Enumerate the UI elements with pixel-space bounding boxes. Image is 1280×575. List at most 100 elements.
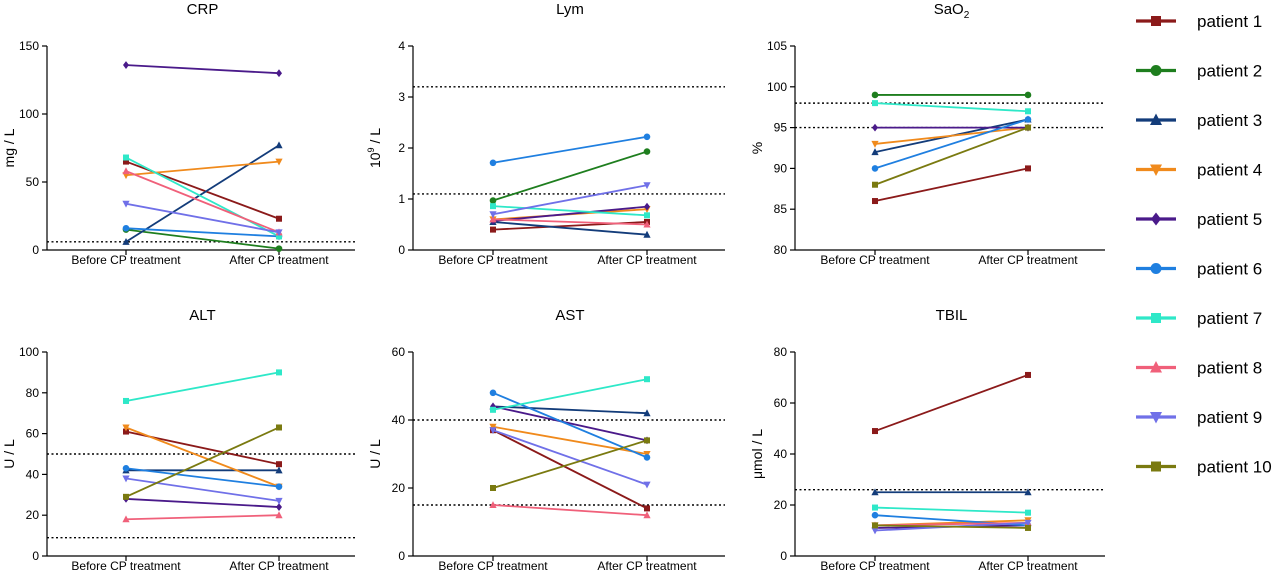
legend-item-patient-7: patient 7 — [1136, 309, 1262, 328]
series-line — [492, 378, 648, 411]
data-point — [123, 493, 129, 500]
data-point — [123, 154, 129, 161]
panel-lym: Lym 0 1 2 3 4 Before CP treatment After CP trea… — [366, 1, 725, 267]
series-line — [874, 506, 1029, 514]
data-point — [122, 224, 130, 232]
y-tick-label: 40 — [26, 467, 40, 481]
series-line — [874, 126, 1029, 186]
data-point — [1024, 488, 1032, 496]
y-axis-label: U / L — [1, 439, 17, 469]
data-point — [489, 501, 497, 508]
y-tick-label: 1 — [398, 192, 405, 206]
data-point — [643, 148, 651, 155]
y-tick-label: 40 — [774, 447, 788, 461]
y-axis-label: mg / L — [1, 128, 17, 167]
data-point — [275, 483, 283, 490]
x-tick-label: After CP treatment — [597, 253, 697, 267]
legend-item-patient-2: patient 2 — [1136, 62, 1262, 81]
data-point — [489, 159, 497, 167]
y-tick-label: 80 — [26, 386, 40, 400]
x-tick-label: After CP treatment — [978, 559, 1078, 573]
series-line — [125, 228, 280, 250]
series-line — [125, 64, 280, 75]
series-patient-8 — [489, 501, 651, 519]
series-line — [125, 514, 280, 521]
data-point — [276, 215, 282, 222]
legend-item-patient-9: patient 9 — [1136, 408, 1262, 427]
data-point — [1025, 371, 1031, 378]
y-axis-label-base: 10 — [367, 152, 383, 168]
data-point — [122, 464, 130, 472]
data-point — [1025, 165, 1031, 172]
data-point — [872, 181, 878, 188]
data-point — [871, 511, 879, 519]
data-point — [275, 466, 283, 474]
data-point — [1024, 116, 1032, 123]
data-point — [275, 497, 283, 505]
data-point — [489, 427, 497, 435]
legend-marker-icon — [1150, 263, 1162, 274]
data-point — [489, 215, 497, 223]
y-tick-label: 60 — [392, 345, 406, 359]
series-patient-10 — [123, 424, 282, 500]
series-patient-3 — [871, 488, 1032, 496]
data-point — [871, 140, 879, 148]
y-tick-label: 100 — [767, 80, 787, 94]
series-patient-10 — [872, 522, 1031, 531]
series-patient-10 — [872, 124, 1031, 188]
x-tick-label: After CP treatment — [597, 559, 697, 573]
data-point — [490, 203, 496, 210]
series-patient-7 — [490, 203, 650, 219]
y-tick-label: 40 — [392, 413, 406, 427]
legend-label: patient 1 — [1197, 12, 1262, 31]
legend-item-patient-4: patient 4 — [1136, 161, 1262, 180]
data-point — [644, 212, 650, 219]
legend-item-patient-3: patient 3 — [1136, 111, 1262, 130]
legend-item-patient-1: patient 1 — [1136, 12, 1262, 31]
data-point — [643, 220, 651, 228]
data-point — [1025, 124, 1031, 131]
data-point — [490, 485, 496, 491]
series-line — [125, 497, 280, 508]
data-point — [490, 406, 496, 413]
legend: patient 1 patient 2 patient 3 patient 4 pati… — [1136, 12, 1272, 477]
data-point — [871, 488, 879, 496]
data-point — [276, 503, 282, 511]
y-tick-label: 95 — [774, 121, 788, 135]
series-line — [492, 439, 648, 489]
y-tick-label: 0 — [32, 549, 39, 563]
data-point — [122, 515, 130, 523]
y-tick-label: 60 — [774, 396, 788, 410]
series-patient-7 — [123, 154, 282, 240]
legend-label: patient 3 — [1197, 111, 1262, 130]
data-point — [1025, 108, 1031, 115]
y-tick-label: 0 — [398, 549, 405, 563]
data-point — [643, 454, 651, 461]
y-axis-label-superscript: 9 — [366, 147, 376, 152]
chart-title-subscript: 2 — [964, 10, 970, 21]
y-tick-label: 60 — [26, 427, 40, 441]
data-point — [123, 428, 129, 435]
y-axis-label: % — [749, 142, 765, 154]
series-line — [125, 144, 280, 243]
data-point — [276, 69, 282, 78]
series-line — [492, 205, 648, 222]
data-point — [489, 389, 497, 397]
series-line — [874, 524, 1029, 529]
data-point — [276, 461, 282, 468]
legend-marker-icon — [1150, 164, 1162, 176]
data-point — [872, 198, 878, 205]
data-point — [489, 211, 497, 219]
data-point — [275, 158, 283, 166]
legend-marker-icon — [1151, 313, 1161, 323]
data-point — [871, 91, 879, 99]
data-point — [489, 197, 497, 204]
series-patient-1 — [872, 371, 1031, 435]
y-tick-label: 150 — [19, 39, 39, 53]
series-patient-6 — [122, 464, 283, 490]
series-patient-1 — [490, 218, 650, 233]
series-patient-3 — [489, 402, 651, 417]
series-line — [125, 170, 280, 234]
data-point — [275, 245, 283, 252]
panel-alt: ALT 0 20 40 60 80 100 Before CP treatment After … — [1, 307, 355, 573]
